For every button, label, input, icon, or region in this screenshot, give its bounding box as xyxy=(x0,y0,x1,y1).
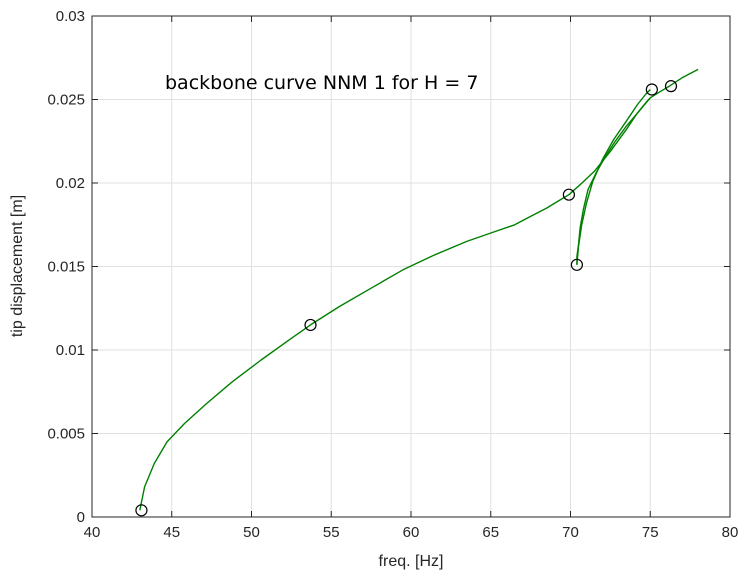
series-line-3 xyxy=(576,89,651,265)
y-tick-label: 0.01 xyxy=(56,342,85,359)
x-tick-label: 45 xyxy=(163,524,180,541)
y-tick-labels: 0 0.005 0.01 0.015 0.02 0.025 0.03 xyxy=(47,8,85,526)
x-axis-label: freq. [Hz] xyxy=(379,553,444,570)
series-lines xyxy=(139,68,699,511)
x-tick-label: 60 xyxy=(403,524,420,541)
markers xyxy=(135,80,678,517)
y-tick-label: 0 xyxy=(77,509,85,526)
marker-point xyxy=(664,80,678,93)
x-tick-label: 50 xyxy=(243,524,260,541)
axes xyxy=(91,15,731,518)
marker-point xyxy=(304,318,317,332)
x-tick-label: 80 xyxy=(722,524,739,541)
y-axis-label: tip displacement [m] xyxy=(9,195,26,337)
y-tick-label: 0.02 xyxy=(56,175,85,192)
y-tick-label: 0.015 xyxy=(47,259,85,276)
marker-point xyxy=(645,83,658,96)
x-tick-labels: 40 45 50 55 60 65 70 75 80 xyxy=(84,524,739,541)
x-tick-label: 75 xyxy=(642,524,659,541)
y-tick-label: 0.03 xyxy=(56,8,85,25)
marker-point xyxy=(570,258,583,271)
annotation: backbone curve NNM 1 for H = 7 xyxy=(165,72,478,94)
axes-box xyxy=(91,15,731,518)
marker-point xyxy=(562,188,576,201)
x-tick-label: 65 xyxy=(482,524,499,541)
x-tick-label: 40 xyxy=(84,524,101,541)
y-tick-label: 0.025 xyxy=(47,92,85,109)
x-tick-label: 55 xyxy=(323,524,340,541)
marker-point xyxy=(135,504,148,517)
y-tick-label: 0.005 xyxy=(47,426,85,443)
x-tick-label: 70 xyxy=(562,524,579,541)
